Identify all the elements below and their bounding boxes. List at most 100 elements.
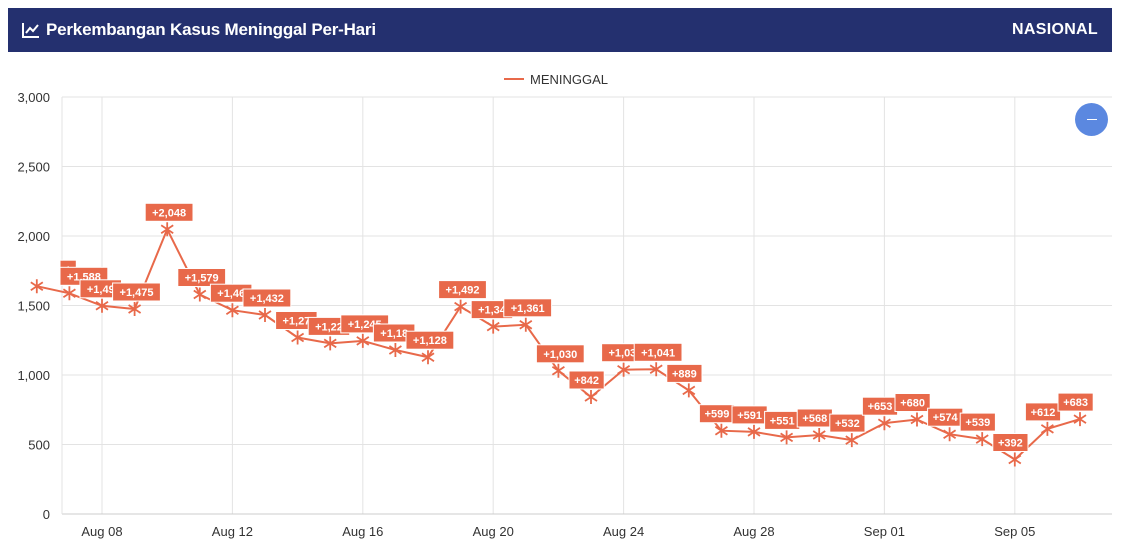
data-point	[617, 362, 631, 377]
header-title-group: Perkembangan Kasus Meninggal Per-Hari	[22, 20, 376, 40]
data-label-text: +1,361	[511, 303, 545, 315]
data-label: +551	[764, 410, 801, 430]
data-point	[714, 423, 728, 438]
data-label: +1,475	[112, 282, 161, 302]
data-point	[454, 299, 468, 314]
chart-header: Perkembangan Kasus Meninggal Per-Hari NA…	[8, 8, 1112, 52]
x-tick-label: Aug 20	[473, 524, 514, 539]
data-point	[128, 302, 142, 316]
data-point	[95, 298, 109, 313]
data-label-text: +539	[965, 417, 990, 429]
data-label-text: +1,128	[413, 335, 447, 347]
data-point	[62, 286, 76, 301]
data-label: +1,49	[79, 279, 122, 299]
data-label-text: +1,27	[282, 316, 310, 328]
x-tick-label: Aug 16	[342, 524, 383, 539]
data-label-text: +1,22	[315, 321, 343, 333]
x-tick-label: Sep 05	[994, 524, 1035, 539]
data-label: +889	[666, 363, 703, 383]
data-point	[291, 330, 305, 345]
data-label-text: +842	[574, 375, 599, 387]
data-label-text: +680	[900, 398, 925, 410]
data-label: +1,030	[535, 344, 585, 364]
data-label-text: +2,048	[152, 207, 186, 219]
data-label-text: +1,46	[217, 288, 245, 300]
data-label: +683	[1057, 392, 1094, 412]
data-point	[747, 424, 761, 439]
data-point	[877, 416, 891, 431]
data-label-box	[177, 268, 227, 287]
data-label: +1,361	[503, 298, 553, 318]
line-chart: MENINGGAL 05001,0001,5002,0002,5003,000 …	[17, 72, 1112, 539]
x-tick-label: Aug 24	[603, 524, 644, 539]
data-label-box	[535, 344, 585, 364]
data-point	[812, 428, 826, 442]
x-tick-label: Aug 08	[81, 524, 122, 539]
data-point	[388, 343, 402, 357]
data-label: +1,27	[275, 311, 318, 330]
data-label-box	[1024, 402, 1062, 422]
data-label: +680	[894, 393, 931, 412]
x-axis: Aug 08 Aug 12 Aug 16 Aug 20 Aug 24 Aug 28 Sep …	[61, 97, 1112, 539]
y-tick-label: 2,500	[17, 160, 50, 175]
data-point	[225, 303, 239, 318]
chart-grid	[62, 96, 1112, 515]
data-point	[682, 383, 696, 398]
data-point	[193, 287, 207, 302]
chart-area: MENINGGAL 0 500 1,000 1,500 2,000 2,500 3,000 …	[0, 60, 1123, 547]
data-label: +392	[992, 433, 1029, 452]
data-label-box	[959, 412, 996, 432]
data-point	[780, 430, 794, 445]
chart-legend[interactable]: MENINGGAL	[504, 72, 608, 87]
data-label: +1,432	[242, 288, 292, 308]
data-labels: ++1,588+1,49+1,475+2,048+1,579+1,46+1,43…	[59, 202, 1094, 452]
data-point	[845, 433, 859, 448]
data-point	[486, 319, 500, 334]
y-tick-label: 1,500	[17, 299, 50, 314]
data-label-box	[144, 202, 194, 222]
data-label: +653	[861, 396, 899, 416]
data-label-text: +574	[933, 412, 959, 424]
data-label-text: +1,492	[446, 285, 480, 297]
data-point	[519, 317, 533, 332]
data-point	[1073, 412, 1087, 427]
data-label: +568	[796, 408, 833, 428]
data-label-text: +599	[705, 409, 730, 421]
x-tick-label: Sep 01	[864, 524, 905, 539]
data-label-text: +683	[1063, 397, 1088, 409]
data-label-text: +1,579	[185, 273, 219, 285]
data-label-box	[438, 280, 487, 300]
data-label-text: +612	[1031, 407, 1056, 419]
y-axis: 0 500 1,000 1,500 2,000 2,500 3,000	[17, 90, 50, 522]
y-tick-label: 2,000	[17, 229, 50, 244]
x-tick-label: Aug 12	[212, 524, 253, 539]
data-label-box	[666, 363, 703, 383]
data-label: +539	[959, 412, 996, 432]
x-tick-label: Aug 28	[733, 524, 774, 539]
data-label-box	[112, 282, 161, 302]
data-label: +1,041	[633, 342, 683, 362]
data-label: +1,34	[470, 300, 514, 320]
data-label-text: +1,432	[250, 293, 284, 305]
data-label: +1,492	[438, 280, 487, 300]
data-label: +532	[829, 413, 866, 433]
data-point	[356, 333, 370, 348]
data-label-box	[992, 433, 1029, 452]
y-tick-label: 0	[43, 507, 50, 522]
data-label: +2,048	[144, 202, 194, 222]
data-label-text: +1,49	[87, 284, 115, 296]
data-point	[943, 427, 957, 442]
data-label-text: +1,03	[608, 348, 636, 360]
data-point	[584, 390, 598, 404]
data-label: +1,22	[307, 316, 351, 336]
data-point	[910, 412, 924, 427]
scope-label: NASIONAL	[1012, 21, 1098, 38]
data-label: +574	[927, 407, 964, 427]
data-label: +1,128	[405, 330, 455, 350]
data-label-text: +1,475	[120, 287, 154, 299]
zoom-reset-button[interactable]	[1075, 103, 1108, 136]
data-point	[160, 222, 174, 237]
data-point	[30, 279, 44, 294]
data-label-box	[829, 413, 866, 433]
data-label-box	[894, 393, 931, 412]
